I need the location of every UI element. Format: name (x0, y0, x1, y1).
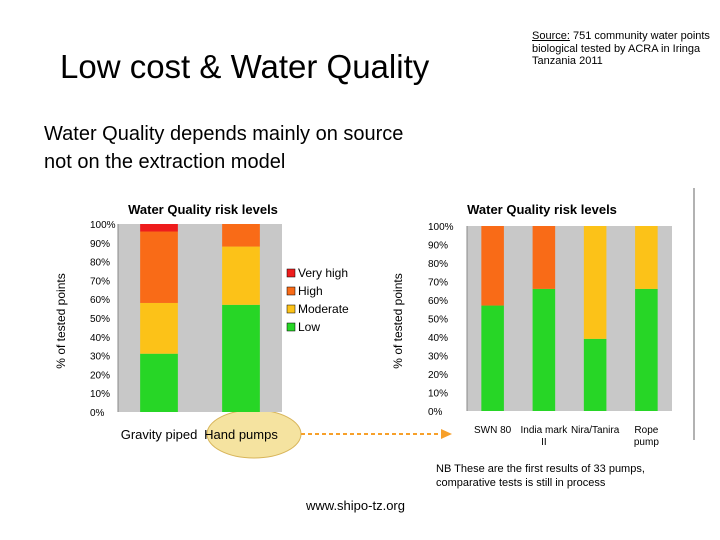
legend: Very high High Moderate Low (282, 262, 352, 338)
chart-1-y-tick-label: 0% (428, 407, 443, 418)
chart-1-bar-segment (532, 226, 556, 289)
chart-0-bar-segment (140, 231, 178, 303)
legend-label-high: High (298, 284, 323, 298)
right-chart-title: Water Quality risk levels (467, 202, 617, 217)
shared-ylabel: % of tested points (391, 273, 405, 368)
chart-1-y-tick-label: 90% (428, 241, 448, 252)
chart-0-y-tick-label: 60% (90, 295, 110, 306)
chart-0-y-tick-label: 70% (90, 276, 110, 287)
chart-1-y-tick-label: 10% (428, 389, 448, 400)
legend-label-very-high: Very high (298, 266, 348, 280)
chart-1-bar-segment (583, 338, 607, 411)
chart-1-y-tick-label: 50% (428, 315, 448, 326)
chart-0-y-tick-label: 50% (90, 314, 110, 325)
chart-1-y-tick-label: 30% (428, 352, 448, 363)
chart-0-bar-segment (222, 246, 260, 305)
chart-1-y-tick-label: 80% (428, 259, 448, 270)
chart-1-bar-segment (635, 288, 658, 411)
chart-0-y-tick-label: 20% (90, 370, 110, 381)
website-url: www.shipo-tz.org (306, 498, 405, 513)
source-text: 751 community water points biological te… (532, 30, 710, 67)
chart-1-category-label: pump (634, 437, 659, 448)
chart-0-bar-segment (222, 224, 260, 247)
chart-0-bar-segment (222, 304, 260, 412)
chart-1-category-label: Nira/Tanira (571, 425, 620, 436)
chart-1-bar-segment (481, 305, 504, 411)
legend-label-moderate: Moderate (298, 302, 349, 316)
slide-title: Low cost & Water Quality (60, 48, 430, 85)
chart-1-bar-segment (532, 288, 556, 411)
legend-swatch-moderate (286, 304, 296, 314)
chart-1-bar-segment (635, 226, 658, 289)
legend-swatch-very-high (286, 268, 296, 278)
chart-0-y-tick-label: 30% (90, 352, 110, 363)
chart-1-y-tick-label: 70% (428, 278, 448, 289)
chart-0-bar-segment (140, 224, 178, 232)
legend-swatch-high (286, 286, 296, 296)
chart-0-y-tick-label: 90% (90, 239, 110, 250)
chart-1-bar-segment (583, 226, 607, 339)
chart-1-bar-segment (481, 226, 504, 306)
chart-0-bar-segment (140, 302, 178, 354)
comparison-arrow-head (441, 429, 452, 439)
chart-1-category-label: SWN 80 (474, 425, 512, 436)
right-chart-plot: 0% 10% 20% 30% 40% 50% 60% 70% 80% 90% 100% SWN 80 I… (428, 222, 672, 448)
chart-1-category-label: India mark (521, 425, 569, 436)
chart-1-category-label: II (541, 437, 547, 448)
chart-0-y-tick-label: 40% (90, 333, 110, 344)
chart-0-bar-segment (140, 353, 178, 412)
chart-1-y-tick-label: 100% (428, 222, 454, 233)
left-chart-plot: 0% 10% 20% 30% 40% 50% 60% 70% 80% 90% 100% Gravity… (90, 220, 282, 442)
chart-0-y-tick-label: 0% (90, 408, 105, 419)
chart-0-category-label: Hand pumps (204, 427, 278, 442)
left-chart-title: Water Quality risk levels (128, 202, 278, 217)
chart-1-y-tick-label: 20% (428, 370, 448, 381)
chart-0-y-tick-label: 10% (90, 389, 110, 400)
source-note: Source: 751 community water points biolo… (532, 30, 712, 68)
source-label: Source: (532, 30, 570, 42)
chart-1-y-tick-label: 60% (428, 296, 448, 307)
nb-note: NB These are the first results of 33 pum… (436, 463, 645, 489)
chart-0-category-label: Gravity piped (121, 427, 198, 442)
legend-label-low: Low (298, 320, 320, 334)
chart-0-y-tick-label: 80% (90, 258, 110, 269)
chart-0-y-tick-label: 100% (90, 220, 116, 231)
subtitle-line-1: Water Quality depends mainly on source (44, 123, 404, 145)
legend-swatch-low (286, 322, 296, 332)
left-chart-ylabel: % of tested points (54, 273, 68, 368)
subtitle-line-2: not on the extraction model (44, 151, 286, 173)
slide-subtitle: Water Quality depends mainly on source n… (44, 120, 564, 176)
chart-1-y-tick-label: 40% (428, 333, 448, 344)
chart-1-category-label: Rope (634, 425, 658, 436)
